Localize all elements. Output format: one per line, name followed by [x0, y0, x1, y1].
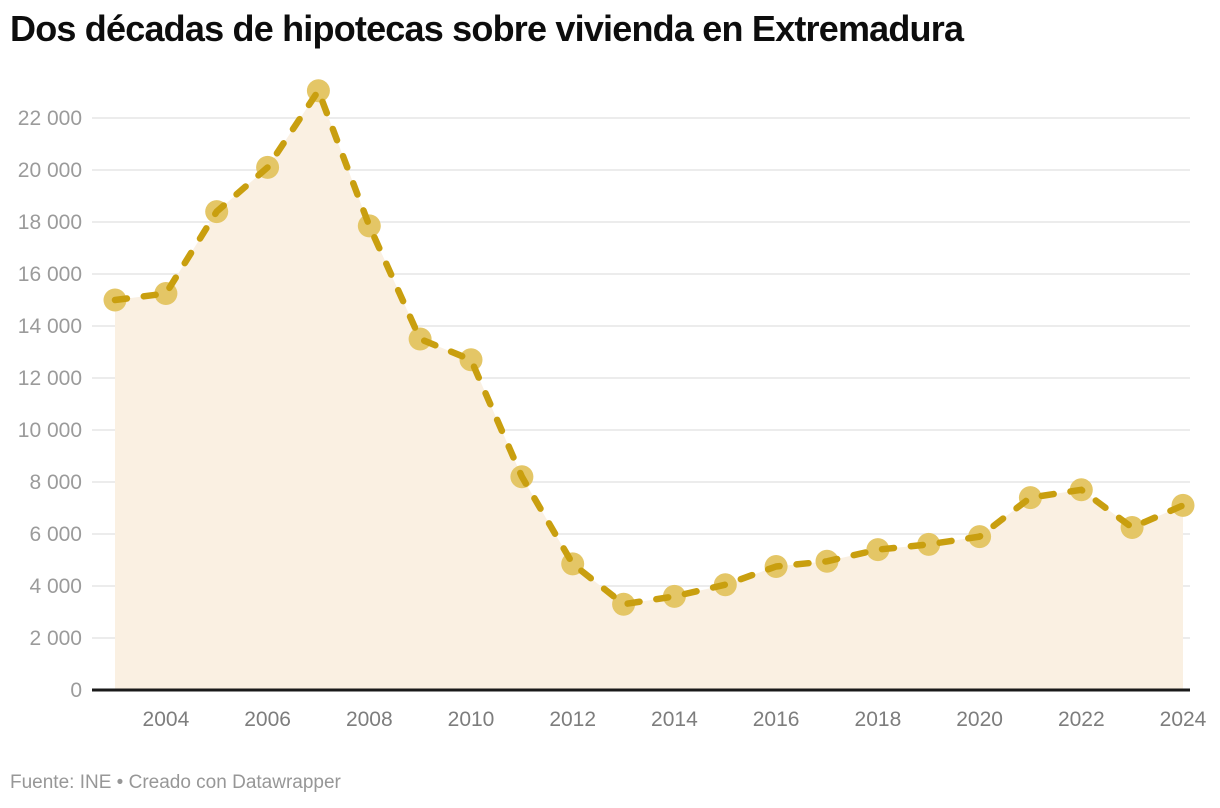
y-tick-label: 22 000 [18, 107, 82, 130]
y-tick-label: 0 [70, 679, 82, 702]
data-line [111, 87, 1187, 608]
y-tick-label: 10 000 [18, 419, 82, 442]
x-tick-label: 2010 [448, 708, 495, 731]
data-point [612, 592, 636, 616]
x-tick-label: 2016 [753, 708, 800, 731]
x-tick-label: 2004 [143, 708, 190, 731]
x-tick-label: 2014 [651, 708, 698, 731]
x-tick-label: 2020 [956, 708, 1003, 731]
x-tick-label: 2018 [855, 708, 902, 731]
area-fill [115, 90, 1183, 690]
y-tick-label: 4 000 [29, 575, 82, 598]
y-tick-label: 20 000 [18, 159, 82, 182]
y-tick-label: 8 000 [29, 471, 82, 494]
chart-title: Dos décadas de hipotecas sobre vivienda … [10, 8, 964, 49]
x-tick-label: 2022 [1058, 708, 1105, 731]
x-tick-label: 2008 [346, 708, 393, 731]
data-point [357, 214, 381, 238]
data-point [866, 538, 890, 562]
y-tick-label: 12 000 [18, 367, 82, 390]
x-tick-label: 2012 [549, 708, 596, 731]
y-tick-label: 18 000 [18, 211, 82, 234]
x-tick-label: 2024 [1160, 708, 1207, 731]
y-tick-label: 2 000 [29, 627, 82, 650]
data-point [917, 532, 941, 556]
data-point [662, 584, 686, 608]
y-tick-label: 14 000 [18, 315, 82, 338]
chart-footer-attribution: Fuente: INE • Creado con Datawrapper [10, 772, 341, 793]
y-tick-label: 16 000 [18, 263, 82, 286]
y-tick-label: 6 000 [29, 523, 82, 546]
x-tick-label: 2006 [244, 708, 291, 731]
